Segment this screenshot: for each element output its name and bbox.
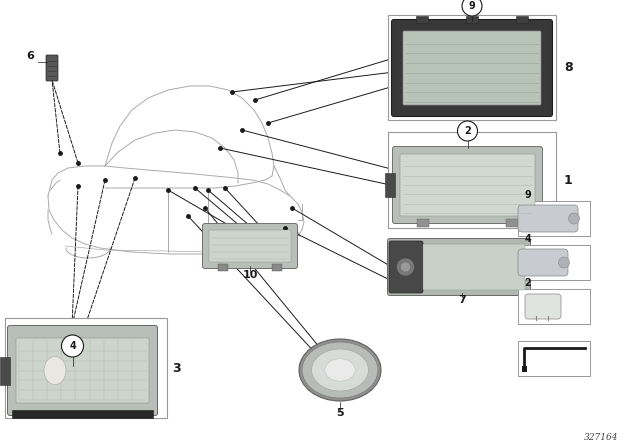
Bar <box>518 289 590 324</box>
Text: 6: 6 <box>26 51 34 61</box>
Text: 4: 4 <box>69 341 76 351</box>
Text: 327164: 327164 <box>584 433 618 442</box>
FancyBboxPatch shape <box>202 224 298 268</box>
Bar <box>385 173 395 197</box>
Bar <box>272 264 282 271</box>
FancyBboxPatch shape <box>525 294 561 319</box>
Circle shape <box>61 335 83 357</box>
Circle shape <box>397 258 415 276</box>
Circle shape <box>568 213 579 224</box>
Circle shape <box>458 121 477 141</box>
FancyBboxPatch shape <box>392 20 552 116</box>
FancyBboxPatch shape <box>209 230 291 262</box>
Text: 2: 2 <box>464 126 471 136</box>
Ellipse shape <box>325 359 355 381</box>
Text: 9: 9 <box>468 1 476 11</box>
Ellipse shape <box>302 342 378 398</box>
FancyBboxPatch shape <box>392 146 543 224</box>
Text: 8: 8 <box>564 61 573 74</box>
Bar <box>518 341 590 376</box>
FancyBboxPatch shape <box>400 154 535 216</box>
FancyBboxPatch shape <box>387 238 531 296</box>
Bar <box>0 357 10 384</box>
FancyBboxPatch shape <box>16 338 149 403</box>
Ellipse shape <box>312 349 369 391</box>
Text: 3: 3 <box>172 362 180 375</box>
FancyBboxPatch shape <box>518 249 568 276</box>
Ellipse shape <box>44 357 66 384</box>
Text: 9: 9 <box>525 190 531 200</box>
Bar <box>518 201 590 236</box>
Bar <box>5 318 167 418</box>
Text: 1: 1 <box>564 173 573 186</box>
Text: 5: 5 <box>336 408 344 418</box>
Bar <box>417 219 429 227</box>
Bar <box>416 16 428 23</box>
Bar <box>516 16 528 23</box>
Bar <box>218 264 228 271</box>
Text: 2: 2 <box>525 278 531 288</box>
FancyBboxPatch shape <box>8 326 157 415</box>
Circle shape <box>462 0 482 16</box>
Ellipse shape <box>299 339 381 401</box>
Circle shape <box>401 262 410 272</box>
Bar <box>522 366 527 372</box>
Text: 10: 10 <box>243 270 258 280</box>
Bar <box>506 219 518 227</box>
Bar <box>388 15 556 120</box>
Bar <box>518 245 590 280</box>
FancyBboxPatch shape <box>389 241 423 293</box>
Text: 7: 7 <box>458 295 466 305</box>
Bar <box>12 410 153 418</box>
Circle shape <box>559 257 570 268</box>
Bar <box>388 132 556 228</box>
FancyBboxPatch shape <box>46 55 58 81</box>
FancyBboxPatch shape <box>423 244 525 290</box>
FancyBboxPatch shape <box>403 31 541 105</box>
Text: 4: 4 <box>525 234 531 244</box>
Bar <box>466 16 478 23</box>
FancyBboxPatch shape <box>518 205 578 232</box>
